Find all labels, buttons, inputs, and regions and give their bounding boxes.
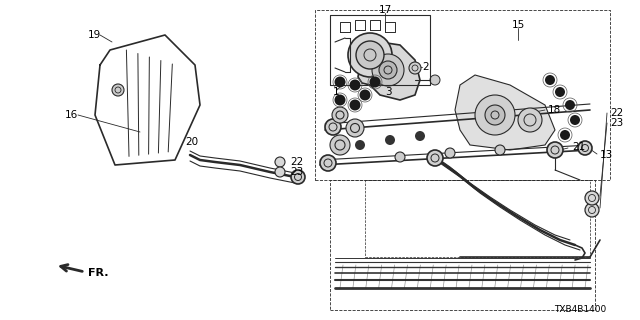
Text: 20: 20 <box>185 137 198 147</box>
Text: 16: 16 <box>65 110 78 120</box>
Circle shape <box>379 61 397 79</box>
Circle shape <box>570 115 580 125</box>
Circle shape <box>332 107 348 123</box>
Circle shape <box>356 41 384 69</box>
Text: 18: 18 <box>548 105 561 115</box>
Circle shape <box>409 62 421 74</box>
Circle shape <box>545 75 555 85</box>
Text: TXB4B1400: TXB4B1400 <box>554 306 606 315</box>
Text: 2: 2 <box>422 62 429 72</box>
Circle shape <box>275 157 285 167</box>
Text: 3: 3 <box>385 87 391 97</box>
Circle shape <box>427 150 443 166</box>
Circle shape <box>349 100 360 110</box>
Circle shape <box>348 33 392 77</box>
Circle shape <box>335 76 346 87</box>
Text: FR.: FR. <box>88 268 109 278</box>
Text: 15: 15 <box>511 20 525 30</box>
Circle shape <box>112 84 124 96</box>
Text: 22: 22 <box>290 157 303 167</box>
Text: 23: 23 <box>290 167 303 177</box>
Circle shape <box>385 135 395 145</box>
Circle shape <box>369 76 381 87</box>
Circle shape <box>475 95 515 135</box>
Circle shape <box>335 94 346 106</box>
Circle shape <box>395 152 405 162</box>
Circle shape <box>485 105 505 125</box>
Circle shape <box>372 54 404 86</box>
Text: 1: 1 <box>333 87 340 97</box>
Text: 21: 21 <box>572 142 585 152</box>
Circle shape <box>495 145 505 155</box>
Circle shape <box>346 119 364 137</box>
Circle shape <box>275 167 285 177</box>
Polygon shape <box>358 42 420 100</box>
Circle shape <box>325 119 341 135</box>
Circle shape <box>555 87 565 97</box>
Text: 19: 19 <box>88 30 101 40</box>
Circle shape <box>349 79 360 91</box>
Circle shape <box>430 75 440 85</box>
Text: 17: 17 <box>378 5 392 15</box>
Circle shape <box>320 155 336 171</box>
Text: 13: 13 <box>600 150 613 160</box>
Circle shape <box>565 100 575 110</box>
Circle shape <box>578 141 592 155</box>
Circle shape <box>445 148 455 158</box>
Text: 22: 22 <box>610 108 623 118</box>
Circle shape <box>330 135 350 155</box>
Circle shape <box>415 131 425 141</box>
Circle shape <box>355 140 365 150</box>
Circle shape <box>360 90 371 100</box>
Circle shape <box>291 170 305 184</box>
Circle shape <box>547 142 563 158</box>
Circle shape <box>560 130 570 140</box>
Circle shape <box>518 108 542 132</box>
Circle shape <box>585 191 599 205</box>
Text: 23: 23 <box>610 118 623 128</box>
Circle shape <box>585 203 599 217</box>
Polygon shape <box>455 75 555 150</box>
